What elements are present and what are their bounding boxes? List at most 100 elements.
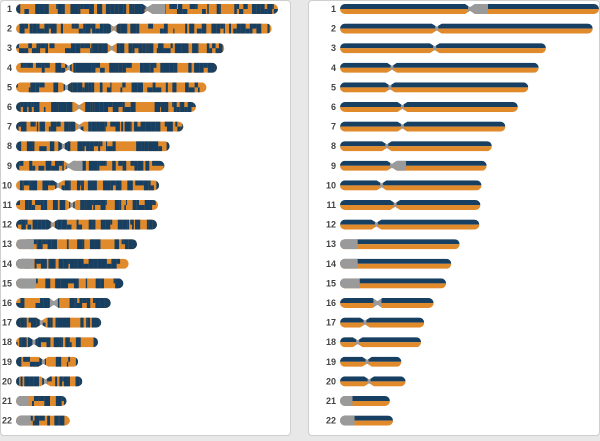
segment [40,298,44,308]
segment [58,160,63,166]
segment [40,43,46,49]
segment [114,62,119,73]
segment [125,200,128,205]
upper-strand [340,317,425,323]
upper-strand [340,278,447,284]
segment [149,200,153,210]
segment [137,160,144,171]
segment [27,356,30,362]
segment [148,219,153,230]
chromosome-number-label: 22 [326,416,336,426]
segment [89,4,94,14]
segment [36,239,38,250]
centromere-region [365,356,369,367]
chromosome-3: 3 [7,43,225,54]
centromere-region [385,141,389,152]
chromosome-body [16,298,111,308]
chromosome-number-label: 7 [331,122,336,132]
segment [21,337,27,348]
segment [179,102,181,112]
segment [118,200,120,210]
segment [233,28,237,34]
segment [267,23,270,34]
segment [93,200,96,210]
segment [115,180,122,191]
lower-strand [340,67,539,73]
segment [196,28,202,34]
segment [194,82,198,88]
segment [84,43,91,49]
chromosome-number-label: 14 [326,259,336,269]
segment [69,298,75,308]
chromosome-20: 20 [326,376,406,387]
chromosome-number-label: 22 [2,416,12,426]
segment [50,121,57,132]
segment [93,141,99,147]
segment [36,317,43,328]
upper-strand [340,376,406,382]
chromosome-number-label: 6 [7,102,12,112]
segment [172,82,177,93]
chromosome-number-label: 19 [326,357,336,367]
chromosome-number-label: 9 [7,161,12,171]
segment [100,67,105,73]
segment [66,224,72,230]
segment [47,376,52,382]
segment [128,43,133,54]
segment [63,376,69,387]
segment [152,160,156,166]
segment [79,298,83,308]
segment [155,121,158,132]
segment [114,239,120,250]
segment [33,102,40,112]
segment [19,180,23,191]
segment [101,258,107,269]
segment [33,376,39,387]
segment [87,317,91,328]
segment [95,200,101,205]
segment [27,62,33,68]
segment [122,160,127,171]
segment [16,102,21,112]
segment [107,180,111,191]
segment [104,121,106,132]
segment [25,200,29,210]
upper-strand [340,200,481,205]
segment [65,62,68,68]
upper-strand [340,23,593,29]
centromere-region [400,102,404,112]
segment [81,160,86,171]
segment [32,420,35,426]
segment [39,28,45,34]
segment [34,415,40,426]
segment [203,62,208,68]
centromere-region [145,4,166,14]
chromosome-14: 14 [2,258,129,269]
segment [193,102,196,107]
segment [47,415,50,426]
segment [53,337,60,348]
segment [28,87,31,93]
segment [89,141,94,152]
segment [122,62,126,73]
segment [178,4,183,14]
segment [80,200,85,210]
segment [81,180,83,191]
centromere-region [390,160,407,171]
segment [79,126,84,132]
segment [134,4,140,14]
segment [44,4,49,14]
segment [108,102,113,107]
centromere-region [56,180,60,191]
segment [102,43,108,54]
segment [99,23,104,34]
segment [165,82,168,93]
segment [61,219,67,230]
segment [35,82,40,93]
segment [86,200,92,210]
segment [55,356,59,367]
segment [148,23,154,29]
segment [110,298,111,308]
segment [58,258,64,269]
chromosome-number-label: 15 [326,278,336,288]
